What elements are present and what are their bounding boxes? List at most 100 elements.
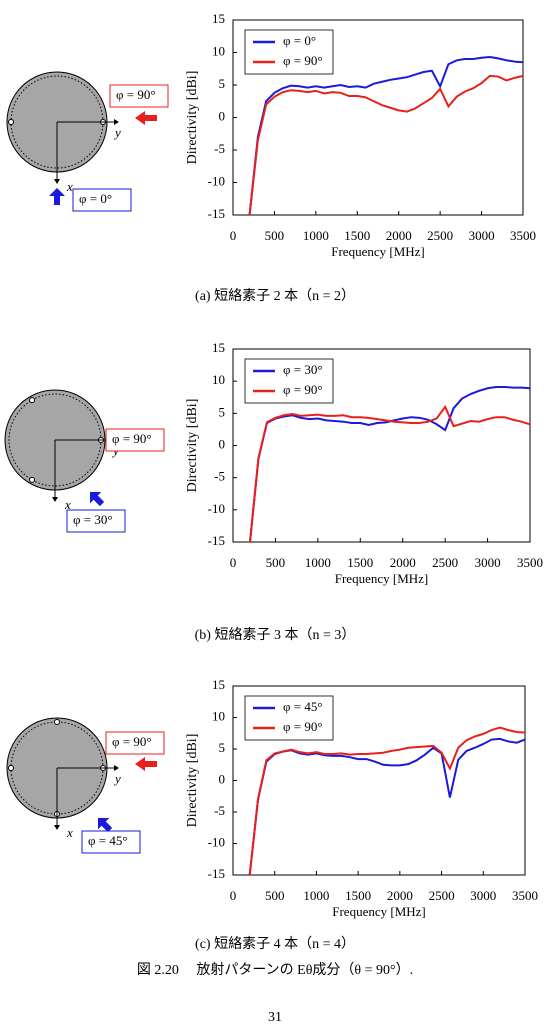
y-tick-label: 10: [212, 43, 225, 58]
x-axis-label: Frequency [MHz]: [332, 904, 426, 919]
red-label: φ = 90°: [116, 87, 156, 102]
red-label-box: [109, 84, 169, 108]
legend-box: [244, 695, 334, 741]
y-tick-label: 5: [219, 76, 226, 91]
x-tick-label: 2500: [429, 888, 455, 903]
page-number: 31: [268, 1010, 282, 1025]
y-tick-label: 15: [212, 340, 225, 355]
plot-frame: [232, 348, 531, 543]
plot-frame: [232, 685, 526, 876]
x-tick-label: 3000: [475, 555, 501, 570]
y-tick-label: -10: [208, 834, 225, 849]
series-line: [248, 726, 526, 876]
x-tick-label: 3000: [469, 228, 495, 243]
axis-label: y: [113, 771, 121, 786]
series-line: [248, 56, 524, 216]
y-tick-label: -15: [208, 533, 225, 548]
legend-label: φ = 90°: [283, 382, 323, 397]
blue-arrow: [98, 818, 113, 833]
blue-label: φ = 45°: [88, 833, 128, 848]
plot-frame: [232, 19, 524, 216]
legend-label: φ = 90°: [283, 719, 323, 734]
y-tick-label: -15: [208, 866, 225, 881]
series-line: [248, 404, 531, 543]
legend-label: φ = 90°: [283, 53, 323, 68]
x-tick-label: 500: [266, 555, 286, 570]
y-tick-label: 0: [219, 108, 226, 123]
series-line: [248, 74, 524, 216]
x-tick-label: 2000: [390, 555, 416, 570]
x-tick-label: 500: [265, 888, 285, 903]
y-tick-label: 0: [219, 771, 226, 786]
y-axis-label: Directivity [dBi]: [185, 734, 200, 828]
red-label-box: [105, 428, 165, 452]
arrowhead: [114, 119, 119, 125]
y-tick-label: -15: [208, 206, 225, 221]
x-tick-label: 3500: [517, 555, 543, 570]
blue-label: φ = 0°: [79, 191, 112, 206]
arrowhead: [54, 825, 60, 830]
y-tick-label: -5: [214, 803, 225, 818]
element: [8, 765, 14, 771]
x-tick-label: 0: [230, 888, 237, 903]
red-label: φ = 90°: [112, 431, 152, 446]
blue-label-box: [81, 830, 141, 854]
legend-box: [244, 29, 334, 75]
x-tick-label: 3500: [510, 228, 536, 243]
legend-label: φ = 30°: [283, 362, 323, 377]
series-line: [248, 385, 531, 543]
axis-label: x: [66, 179, 73, 194]
x-tick-label: 2500: [432, 555, 458, 570]
caption: (a) 短絡素子 2 本（n = 2）: [195, 288, 355, 304]
y-tick-label: 5: [219, 404, 226, 419]
series-line: [248, 737, 526, 876]
element: [8, 119, 14, 125]
x-axis-label: Frequency [MHz]: [335, 571, 429, 586]
element: [54, 719, 60, 725]
red-arrow: [135, 757, 157, 771]
x-tick-label: 1500: [344, 228, 370, 243]
arrowhead: [52, 497, 58, 502]
x-tick-label: 1000: [303, 888, 329, 903]
y-tick-label: -5: [214, 141, 225, 156]
caption: (c) 短絡素子 4 本（n = 4）: [195, 936, 355, 952]
red-label: φ = 90°: [112, 734, 152, 749]
blue-arrow: [90, 492, 105, 507]
y-axis-label: Directivity [dBi]: [185, 71, 200, 165]
y-tick-label: 15: [212, 11, 225, 26]
y-tick-label: 10: [212, 708, 225, 723]
y-tick-label: 0: [219, 436, 226, 451]
x-tick-label: 2000: [387, 888, 413, 903]
legend-box: [244, 358, 334, 404]
red-arrow: [135, 111, 157, 125]
x-tick-label: 0: [230, 228, 237, 243]
x-tick-label: 1500: [347, 555, 373, 570]
blue-label-box: [66, 509, 126, 533]
x-tick-label: 1500: [345, 888, 371, 903]
figure-caption: 図 2.20 放射パターンの Eθ成分（θ = 90°）.: [137, 962, 413, 978]
axis-label: x: [64, 497, 71, 512]
arrowhead: [54, 179, 60, 184]
arrowhead: [114, 765, 119, 771]
x-tick-label: 1000: [305, 555, 331, 570]
x-tick-label: 2500: [427, 228, 453, 243]
blue-label: φ = 30°: [73, 512, 113, 527]
x-tick-label: 500: [265, 228, 285, 243]
y-tick-label: -10: [208, 173, 225, 188]
blue-arrow: [49, 188, 65, 205]
x-tick-label: 1000: [303, 228, 329, 243]
y-tick-label: 5: [219, 740, 226, 755]
legend-label: φ = 0°: [283, 33, 316, 48]
element: [29, 397, 35, 404]
axis-label: x: [66, 825, 73, 840]
x-axis-label: Frequency [MHz]: [331, 244, 425, 259]
x-tick-label: 0: [230, 555, 237, 570]
y-axis-label: Directivity [dBi]: [185, 399, 200, 493]
x-tick-label: 2000: [386, 228, 412, 243]
caption: (b) 短絡素子 3 本（n = 3）: [195, 627, 356, 643]
axis-label: y: [113, 125, 121, 140]
blue-label-box: [72, 188, 132, 212]
y-tick-label: -10: [208, 501, 225, 516]
